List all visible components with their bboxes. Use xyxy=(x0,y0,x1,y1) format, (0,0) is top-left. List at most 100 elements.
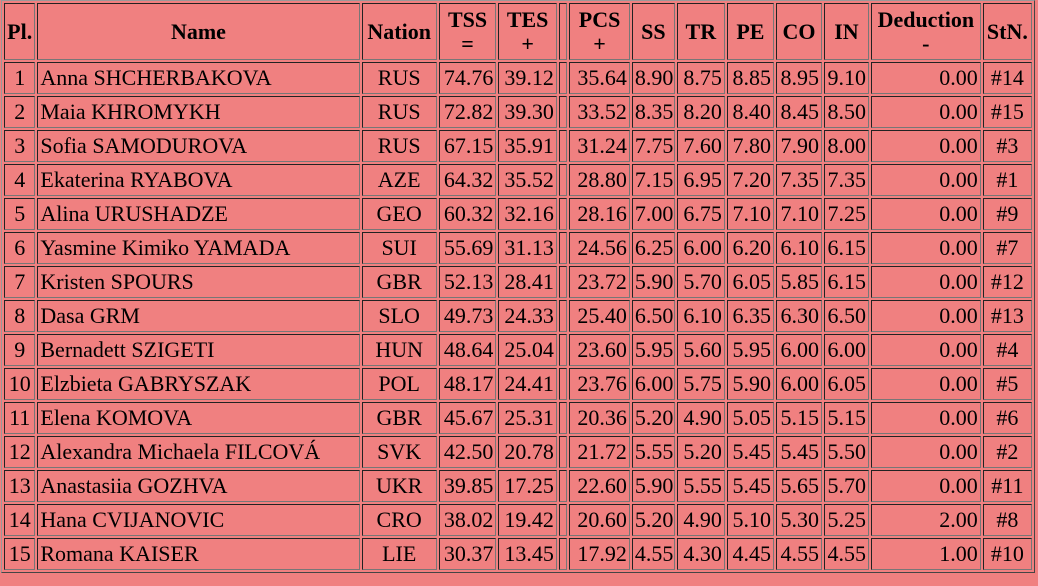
result-row: 11 Elena KOMOVA GBR 45.67 25.31 20.36 5.20 4.90… xyxy=(4,402,1032,434)
cell: 6.00 xyxy=(775,334,822,366)
cell: 6.00 xyxy=(676,232,725,264)
cell: #15 xyxy=(982,96,1032,128)
cell: 5.60 xyxy=(676,334,725,366)
cell: 2.00 xyxy=(870,504,981,536)
cell: 4 xyxy=(4,164,36,196)
result-row: 5 Alina URUSHADZE GEO 60.32 32.16 28.16 7.00 6.… xyxy=(4,198,1032,230)
cell: 6.95 xyxy=(676,164,725,196)
cell: 8.20 xyxy=(676,96,725,128)
cell: 5.70 xyxy=(676,266,725,298)
result-row: 3 Sofia SAMODUROVA RUS 67.15 35.91 31.24 7.75 7… xyxy=(4,130,1032,162)
cell: Sofia SAMODUROVA xyxy=(37,130,360,162)
cell: Dasa GRM xyxy=(37,300,360,332)
cell: 4.30 xyxy=(676,538,725,570)
spacer-cell xyxy=(558,198,568,230)
cell: 10 xyxy=(4,368,36,400)
cell: 5.85 xyxy=(775,266,822,298)
spacer-cell xyxy=(558,504,568,536)
header-cell: SS xyxy=(631,3,675,60)
cell: 5.20 xyxy=(676,436,725,468)
table-body: 1 Anna SHCHERBAKOVA RUS 74.76 39.12 35.64 8.90… xyxy=(4,62,1032,570)
cell: 28.16 xyxy=(569,198,630,230)
cell: AZE xyxy=(361,164,437,196)
cell: 5.75 xyxy=(676,368,725,400)
result-row: 6 Yasmine Kimiko YAMADA SUI 55.69 31.13 24.56… xyxy=(4,232,1032,264)
spacer-cell xyxy=(558,436,568,468)
cell: 5.90 xyxy=(631,266,675,298)
cell: 25.04 xyxy=(498,334,557,366)
cell: RUS xyxy=(361,96,437,128)
cell: 67.15 xyxy=(438,130,497,162)
header-text: TES xyxy=(506,6,549,32)
header-cell: StN. xyxy=(982,3,1032,60)
cell: 7.25 xyxy=(823,198,869,230)
cell: 8.95 xyxy=(775,62,822,94)
cell: 13 xyxy=(4,470,36,502)
cell: 9.10 xyxy=(823,62,869,94)
header-text: TR xyxy=(685,18,717,44)
cell: 5.55 xyxy=(676,470,725,502)
spacer-cell xyxy=(558,538,568,570)
spacer-cell xyxy=(558,470,568,502)
result-row: 4 Ekaterina RYABOVA AZE 64.32 35.52 28.80 7.15… xyxy=(4,164,1032,196)
cell: 5.45 xyxy=(726,470,774,502)
cell: 13.45 xyxy=(498,538,557,570)
header-cell: Pl. xyxy=(4,3,36,60)
cell: 8.85 xyxy=(726,62,774,94)
header-text: Pl. xyxy=(7,18,33,44)
cell: 20.60 xyxy=(569,504,630,536)
cell: 6.75 xyxy=(676,198,725,230)
cell: Anastasiia GOZHVA xyxy=(37,470,360,502)
cell: SVK xyxy=(361,436,437,468)
cell: GEO xyxy=(361,198,437,230)
cell: 0.00 xyxy=(870,300,981,332)
cell: 7.80 xyxy=(726,130,774,162)
cell: 7.60 xyxy=(676,130,725,162)
spacer-cell xyxy=(558,164,568,196)
header-cell: TES + xyxy=(498,3,557,60)
cell: 8.50 xyxy=(823,96,869,128)
cell: 39.30 xyxy=(498,96,557,128)
results-table: Pl. Name Nation TSS = TES + PCS + SS TR PE CO IN Deduc… xyxy=(1,0,1035,573)
result-row: 8 Dasa GRM SLO 49.73 24.33 25.40 6.50 6.10 6.35 6… xyxy=(4,300,1032,332)
cell: 0.00 xyxy=(870,334,981,366)
cell: 5.70 xyxy=(823,470,869,502)
cell: Elena KOMOVA xyxy=(37,402,360,434)
cell: 6.50 xyxy=(823,300,869,332)
cell: Elzbieta GABRYSZAK xyxy=(37,368,360,400)
cell: 0.00 xyxy=(870,96,981,128)
cell: 4.55 xyxy=(775,538,822,570)
cell: 9 xyxy=(4,334,36,366)
cell: 5.55 xyxy=(631,436,675,468)
cell: Anna SHCHERBAKOVA xyxy=(37,62,360,94)
cell: #9 xyxy=(982,198,1032,230)
cell: 8 xyxy=(4,300,36,332)
cell: 6.00 xyxy=(775,368,822,400)
cell: 4.90 xyxy=(676,402,725,434)
header-text: SS xyxy=(641,18,666,44)
cell: Maia KHROMYKH xyxy=(37,96,360,128)
cell: 42.50 xyxy=(438,436,497,468)
spacer-cell xyxy=(558,62,568,94)
header-cell: Nation xyxy=(361,3,437,60)
cell: 6 xyxy=(4,232,36,264)
cell: 48.64 xyxy=(438,334,497,366)
cell: 24.56 xyxy=(569,232,630,264)
cell: 24.33 xyxy=(498,300,557,332)
cell: 6.05 xyxy=(726,266,774,298)
cell: 5.50 xyxy=(823,436,869,468)
cell: 48.17 xyxy=(438,368,497,400)
header-cell: Name xyxy=(37,3,360,60)
cell: 0.00 xyxy=(870,130,981,162)
header-cell: IN xyxy=(823,3,869,60)
cell: 3 xyxy=(4,130,36,162)
result-row: 12 Alexandra Michaela FILCOVÁ SVK 42.50 20.7… xyxy=(4,436,1032,468)
cell: 8.90 xyxy=(631,62,675,94)
cell: #8 xyxy=(982,504,1032,536)
cell: #10 xyxy=(982,538,1032,570)
cell: 0.00 xyxy=(870,62,981,94)
cell: 7.10 xyxy=(775,198,822,230)
cell: 39.12 xyxy=(498,62,557,94)
result-row: 15 Romana KAISER LIE 30.37 13.45 17.92 4.55 4.3… xyxy=(4,538,1032,570)
